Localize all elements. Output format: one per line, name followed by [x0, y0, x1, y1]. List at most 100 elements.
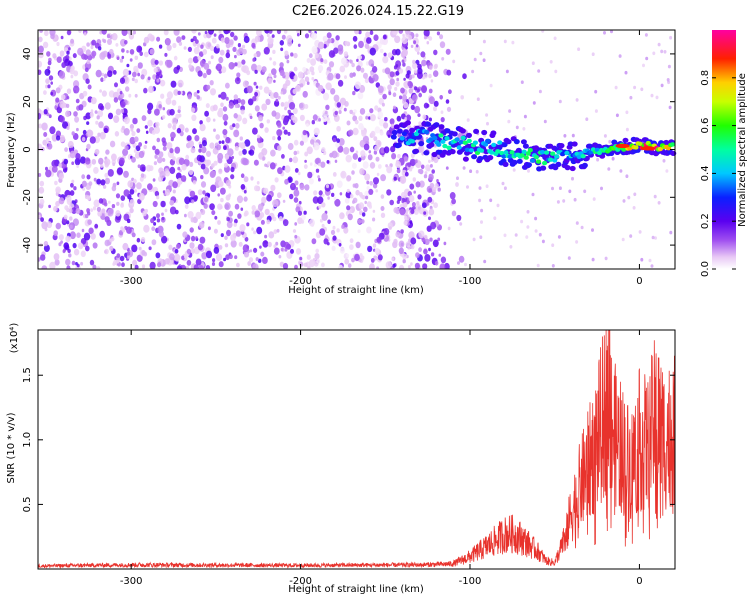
spectrogram-noise-dot — [173, 89, 179, 96]
spectrogram-noise-dot — [257, 258, 262, 263]
spectrogram-noise-dot — [654, 236, 657, 240]
spectrogram-noise-dot — [149, 48, 154, 55]
spectrogram-noise-dot — [199, 236, 206, 244]
spectrogram-noise-dot — [556, 200, 560, 204]
spectrogram-noise-dot — [119, 58, 124, 63]
spectrogram-noise-dot — [172, 42, 177, 49]
spectrogram-noise-dot — [403, 156, 409, 162]
spectrogram-noise-dot — [391, 153, 397, 160]
spectrogram-noise-dot — [65, 258, 71, 266]
spectrogram-noise-dot — [90, 233, 96, 240]
spectrogram-noise-dot — [161, 235, 168, 244]
spectrogram-noise-dot — [615, 113, 619, 118]
spectrogram-noise-dot — [549, 60, 553, 64]
spectrogram-noise-dot — [173, 253, 181, 262]
spectrogram-noise-dot — [231, 155, 234, 160]
spectrogram-noise-dot — [208, 60, 211, 65]
spectrogram-noise-dot — [512, 168, 516, 172]
spectrogram-noise-dot — [190, 147, 196, 154]
spectrogram-noise-dot — [327, 219, 331, 225]
spectrogram-noise-dot — [141, 264, 146, 269]
spectrogram-noise-dot — [256, 64, 262, 72]
spectrogram-noise-dot — [349, 59, 353, 64]
spectrogram-noise-dot — [387, 222, 393, 229]
spectrogram-noise-dot — [139, 164, 146, 172]
spectrogram-noise-dot — [478, 186, 482, 190]
spectrogram-noise-dot — [195, 236, 198, 240]
spectrogram-noise-dot — [88, 227, 94, 235]
spectrogram-noise-dot — [219, 49, 225, 56]
spectrogram-noise-dot — [335, 141, 340, 148]
spectrogram-noise-dot — [327, 120, 331, 124]
spectrogram-noise-dot — [196, 95, 200, 100]
snr-x-tick-label-0: -300 — [120, 576, 143, 587]
spectrogram-noise-dot — [252, 57, 256, 62]
spectrogram-ridge-dot — [558, 143, 565, 149]
spectrogram-noise-dot — [104, 102, 111, 110]
spectrogram-noise-dot — [38, 69, 42, 75]
spectrogram-noise-dot — [248, 257, 254, 263]
spectrogram-noise-dot — [607, 167, 611, 171]
spectrogram-noise-dot — [59, 134, 66, 143]
spectrogram-noise-dot — [65, 103, 70, 108]
spectrogram-x-tick-label-0: -300 — [120, 276, 143, 287]
spectrogram-noise-dot — [352, 112, 356, 116]
spectrogram-noise-dot — [357, 92, 364, 100]
spectrogram-noise-dot — [38, 60, 43, 68]
spectrogram-noise-dot — [290, 52, 294, 57]
spectrogram-noise-dot — [103, 39, 107, 44]
spectrogram-noise-dot — [353, 44, 358, 49]
spectrogram-noise-dot — [428, 247, 431, 252]
spectrogram-noise-dot — [243, 35, 250, 44]
spectrogram-noise-dot — [259, 212, 265, 218]
spectrogram-noise-dot — [98, 157, 104, 165]
spectrogram-noise-dot — [238, 142, 243, 148]
spectrogram-noise-dot — [307, 265, 311, 269]
spectrogram-noise-dot — [189, 161, 194, 167]
spectrogram-noise-dot — [398, 247, 404, 255]
spectrogram-noise-dot — [100, 77, 104, 82]
spectrogram-noise-dot — [228, 254, 233, 260]
spectrogram-noise-dot — [168, 244, 173, 250]
spectrogram-noise-dot — [46, 51, 51, 57]
spectrogram-noise-dot — [45, 137, 50, 143]
spectrogram-noise-dot — [280, 102, 285, 107]
spectrogram-noise-dot — [327, 196, 330, 200]
spectrogram-noise-dot — [129, 207, 134, 214]
spectrogram-noise-dot — [293, 139, 299, 146]
spectrogram-noise-dot — [336, 125, 341, 132]
spectrogram-ridge-core — [539, 150, 546, 155]
spectrogram-noise-dot — [255, 257, 259, 262]
spectrogram-noise-dot — [80, 261, 84, 266]
spectrogram-noise-dot — [299, 83, 304, 88]
spectrogram-noise-dot — [279, 40, 284, 46]
spectrogram-noise-dot — [126, 50, 129, 54]
spectrogram-noise-dot — [417, 169, 422, 174]
snr-y-tick-label-1: 1.0 — [22, 432, 33, 448]
spectrogram-noise-dot — [618, 54, 622, 58]
spectrogram-ridge-core — [637, 141, 643, 146]
spectrogram-noise-dot — [428, 188, 432, 193]
spectrogram-noise-dot — [489, 198, 493, 203]
spectrogram-noise-dot — [215, 253, 223, 262]
spectrogram-noise-dot — [407, 265, 411, 269]
spectrogram-noise-dot — [274, 177, 279, 183]
spectrogram-noise-dot — [389, 199, 395, 206]
spectrogram-noise-dot — [230, 234, 236, 242]
spectrogram-noise-dot — [376, 172, 380, 176]
spectrogram-noise-dot — [303, 263, 307, 267]
spectrogram-noise-dot — [63, 158, 69, 165]
spectrogram-ridge-core — [544, 150, 550, 155]
spectrogram-noise-dot — [429, 182, 435, 189]
spectrogram-noise-dot — [90, 97, 97, 105]
spectrogram-noise-dot — [224, 154, 230, 160]
spectrogram-noise-dot — [389, 71, 395, 78]
spectrogram-ridge-core — [424, 129, 430, 135]
spectrogram-noise-dot — [200, 181, 207, 188]
spectrogram-noise-dot — [412, 62, 418, 69]
spectrogram-noise-dot — [224, 235, 228, 241]
spectrogram-noise-dot — [200, 209, 206, 215]
spectrogram-noise-dot — [418, 145, 425, 153]
spectrogram-ridge-core — [458, 140, 464, 145]
spectrogram-noise-dot — [184, 196, 191, 205]
